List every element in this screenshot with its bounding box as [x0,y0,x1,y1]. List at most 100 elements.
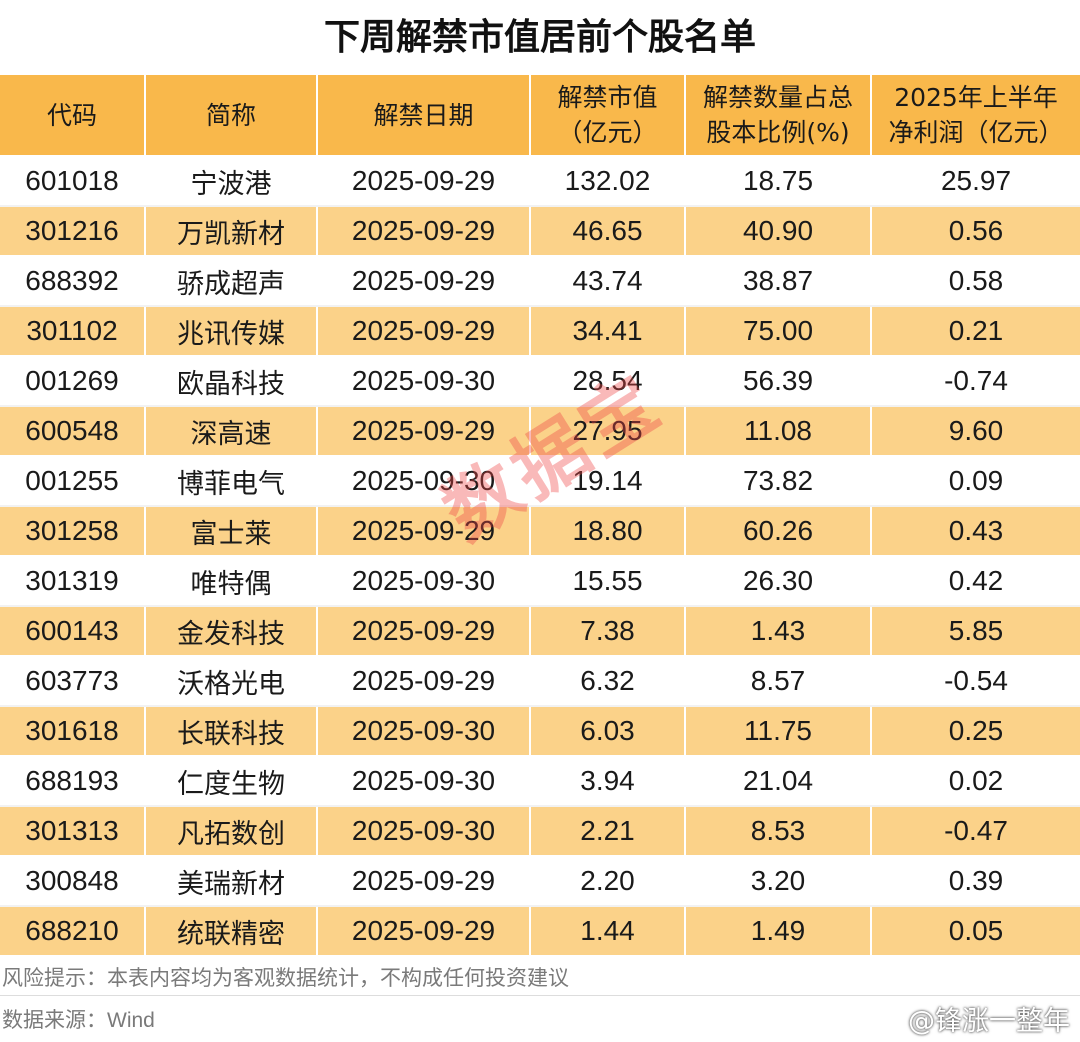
unlock-ratio-cell: 60.26 [685,506,872,557]
unlock-date-cell: 2025-09-29 [317,906,531,957]
unlock-table: 代码 简称 解禁日期 解禁市值 （亿元） 解禁数量占总 股本比例(%) 2025… [0,75,1080,957]
unlock-ratio-cell: 3.20 [685,856,872,907]
unlock-value-cell: 7.38 [530,606,686,657]
table-body: 601018 宁波港 2025-09-29 132.02 18.75 25.97 30121… [0,156,1080,957]
stock-code-cell: 301258 [0,506,146,557]
net-profit-cell: 0.39 [871,856,1080,907]
stock-code-cell: 001269 [0,356,146,407]
header-net-profit-line-2: 净利润（亿元） [888,118,1064,147]
stock-code-cell: 301313 [0,806,146,857]
unlock-ratio-cell: 40.90 [685,206,872,257]
stock-name-cell: 凡拓数创 [145,806,318,857]
table-row: 600143 金发科技 2025-09-29 7.38 1.43 5.85 [0,606,1080,657]
table-row: 001255 博菲电气 2025-09-30 19.14 73.82 0.09 [0,456,1080,507]
net-profit-cell: 5.85 [871,606,1080,657]
stock-name-cell: 宁波港 [145,156,318,207]
stock-name-cell: 金发科技 [145,606,318,657]
weibo-logo-icon [868,1004,902,1032]
net-profit-cell: 0.56 [871,206,1080,257]
net-profit-cell: 0.43 [871,506,1080,557]
unlock-date-cell: 2025-09-29 [317,856,531,907]
table-row: 688193 仁度生物 2025-09-30 3.94 21.04 0.02 [0,756,1080,807]
net-profit-cell: 0.05 [871,906,1080,957]
stock-code-cell: 688193 [0,756,146,807]
unlock-date-cell: 2025-09-30 [317,556,531,607]
table-row: 688392 骄成超声 2025-09-29 43.74 38.87 0.58 [0,256,1080,307]
table-row: 301102 兆讯传媒 2025-09-29 34.41 75.00 0.21 [0,306,1080,357]
header-unlock-value: 解禁市值 （亿元） [530,75,686,157]
unlock-value-cell: 43.74 [530,256,686,307]
header-unlock-date-line-1: 解禁日期 [373,100,474,130]
stock-name-cell: 唯特偶 [145,556,318,607]
unlock-ratio-cell: 18.75 [685,156,872,207]
table-row: 301618 长联科技 2025-09-30 6.03 11.75 0.25 [0,706,1080,757]
table-row: 301313 凡拓数创 2025-09-30 2.21 8.53 -0.47 [0,806,1080,857]
unlock-date-cell: 2025-09-30 [317,806,531,857]
stock-name-cell: 兆讯传媒 [145,306,318,357]
weibo-watermark: @锋涨一整年 [868,1000,1070,1037]
unlock-value-cell: 132.02 [530,156,686,207]
header-short-name-line-1: 简称 [205,100,256,130]
footer-divider [0,995,1080,996]
table-row: 688210 统联精密 2025-09-29 1.44 1.49 0.05 [0,906,1080,957]
data-source: 数据来源：Wind [2,1009,155,1032]
stock-code-cell: 301319 [0,556,146,607]
net-profit-cell: 0.21 [871,306,1080,357]
unlock-ratio-cell: 1.43 [685,606,872,657]
header-unlock-value-line-1: 解禁市值 [557,83,658,112]
stock-code-cell: 300848 [0,856,146,907]
unlock-date-cell: 2025-09-29 [317,506,531,557]
unlock-ratio-cell: 56.39 [685,356,872,407]
stock-code-cell: 001255 [0,456,146,507]
unlock-ratio-cell: 38.87 [685,256,872,307]
stock-name-cell: 沃格光电 [145,656,318,707]
unlock-date-cell: 2025-09-29 [317,606,531,657]
table-header-row: 代码 简称 解禁日期 解禁市值 （亿元） 解禁数量占总 股本比例(%) 2025… [0,75,1080,157]
unlock-ratio-cell: 73.82 [685,456,872,507]
unlock-date-cell: 2025-09-30 [317,706,531,757]
net-profit-cell: -0.54 [871,656,1080,707]
stock-name-cell: 长联科技 [145,706,318,757]
unlock-ratio-cell: 8.57 [685,656,872,707]
table-row: 301258 富士莱 2025-09-29 18.80 60.26 0.43 [0,506,1080,557]
risk-note: 风险提示：本表内容均为客观数据统计，不构成任何投资建议 [2,966,569,990]
net-profit-cell: -0.47 [871,806,1080,857]
table-row: 300848 美瑞新材 2025-09-29 2.20 3.20 0.39 [0,856,1080,907]
table-row: 603773 沃格光电 2025-09-29 6.32 8.57 -0.54 [0,656,1080,707]
table-row: 601018 宁波港 2025-09-29 132.02 18.75 25.97 [0,156,1080,207]
net-profit-cell: 0.25 [871,706,1080,757]
unlock-ratio-cell: 11.75 [685,706,872,757]
unlock-value-cell: 6.32 [530,656,686,707]
unlock-date-cell: 2025-09-30 [317,356,531,407]
stock-name-cell: 美瑞新材 [145,856,318,907]
stock-name-cell: 骄成超声 [145,256,318,307]
header-code-line-1: 代码 [46,100,97,130]
unlock-date-cell: 2025-09-29 [317,406,531,457]
weibo-handle: @锋涨一整年 [908,1005,1070,1037]
stock-name-cell: 统联精密 [145,906,318,957]
unlock-value-cell: 15.55 [530,556,686,607]
header-net-profit: 2025年上半年 净利润（亿元） [871,75,1080,157]
unlock-ratio-cell: 75.00 [685,306,872,357]
header-unlock-value-line-2: （亿元） [557,118,658,147]
unlock-value-cell: 28.54 [530,356,686,407]
stock-code-cell: 603773 [0,656,146,707]
stock-name-cell: 深高速 [145,406,318,457]
unlock-value-cell: 2.21 [530,806,686,857]
header-unlock-date: 解禁日期 [317,75,531,157]
unlock-date-cell: 2025-09-30 [317,456,531,507]
header-code: 代码 [0,75,146,157]
header-unlock-ratio-line-2: 股本比例(%) [706,118,850,147]
unlock-value-cell: 2.20 [530,856,686,907]
unlock-date-cell: 2025-09-29 [317,156,531,207]
unlock-ratio-cell: 26.30 [685,556,872,607]
stock-name-cell: 富士莱 [145,506,318,557]
stock-code-cell: 600143 [0,606,146,657]
unlock-ratio-cell: 21.04 [685,756,872,807]
unlock-value-cell: 34.41 [530,306,686,357]
stock-code-cell: 301102 [0,306,146,357]
net-profit-cell: 25.97 [871,156,1080,207]
stock-code-cell: 301618 [0,706,146,757]
net-profit-cell: 0.42 [871,556,1080,607]
unlock-ratio-cell: 11.08 [685,406,872,457]
